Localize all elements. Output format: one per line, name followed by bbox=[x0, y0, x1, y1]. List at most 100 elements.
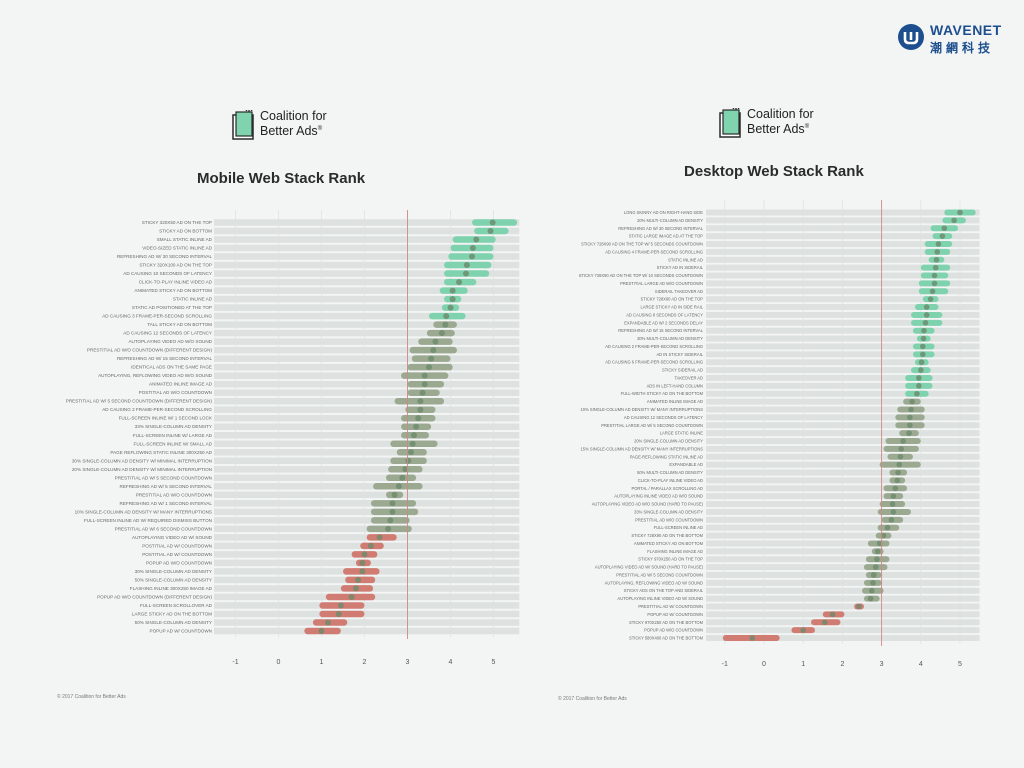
mobile-mean-dot bbox=[419, 389, 426, 396]
desktop-row-label: 33% SINGLE-COLUMN AD DENSITY bbox=[634, 509, 703, 514]
mobile-row-track bbox=[214, 432, 520, 439]
desktop-row-track bbox=[706, 603, 980, 610]
desktop-row-label: STICKY 728X90 AD ON THE TOP bbox=[641, 297, 704, 302]
mobile-row-track bbox=[214, 517, 520, 524]
desktop-row-label: AUTOPLAYING, REFLOWING VIDEO AD W/ SOUND bbox=[605, 580, 703, 585]
desktop-row-label: EXPANDABLE AD bbox=[669, 462, 703, 467]
desktop-row-label: EXPANDABLE AD W/ 2 SECONDS DELAY bbox=[624, 320, 703, 325]
mobile-x-tick-label: 4 bbox=[449, 659, 453, 666]
desktop-row-track bbox=[706, 335, 980, 342]
mobile-mean-dot bbox=[449, 287, 456, 294]
desktop-x-tick-label: 2 bbox=[840, 661, 844, 668]
brand-subtitle: 潮網科技 bbox=[930, 41, 995, 55]
mobile-row-track bbox=[214, 619, 520, 626]
desktop-row-label: PRESTITIAL AD W/O COUNTDOWN bbox=[635, 517, 703, 522]
desktop-mean-dot bbox=[856, 603, 862, 610]
desktop-row-track bbox=[706, 485, 980, 492]
mobile-row-track bbox=[214, 295, 520, 303]
mobile-row-label: TALL STICKY AD ON BOTTOM bbox=[147, 322, 212, 327]
mobile-mean-dot bbox=[348, 593, 355, 600]
mobile-row-label: POPUP AD W/O COUNTDOWN (DIFFERENT DESIGN… bbox=[97, 594, 212, 599]
desktop-row-label: STICKY 728X90 AD ON THE BOTTOM bbox=[631, 533, 703, 538]
mobile-row-label: ANIMATED INLINE IMAGE AD bbox=[149, 382, 213, 387]
mobile-row-track bbox=[214, 355, 520, 362]
desktop-row-track bbox=[706, 406, 980, 413]
logo-line-1: Coalition for bbox=[747, 107, 814, 121]
desktop-row-track bbox=[706, 241, 980, 248]
desktop-row-label: LARGE STICKY AD IN SIDE RAIL bbox=[641, 305, 704, 310]
logo-line-1: Coalition for bbox=[260, 109, 327, 123]
desktop-row-track bbox=[706, 493, 980, 500]
desktop-row-label: 10% SINGLE-COLUMN AD DENSITY W/ MANY INT… bbox=[581, 407, 704, 412]
desktop-mean-dot bbox=[872, 564, 879, 570]
mobile-row-track bbox=[214, 389, 520, 396]
desktop-row-track bbox=[706, 367, 980, 374]
mobile-mean-dot bbox=[335, 610, 342, 617]
mobile-mean-dot bbox=[355, 576, 362, 583]
mobile-mean-dot bbox=[430, 347, 437, 354]
desktop-row-track bbox=[706, 508, 980, 515]
mobile-row-label: SMALL STATIC INLINE AD bbox=[157, 237, 213, 242]
mobile-row-label: POSTITIAL AD W/ COUNTDOWN bbox=[142, 543, 212, 548]
desktop-mean-dot bbox=[919, 351, 926, 358]
mobile-row-track bbox=[214, 508, 520, 516]
desktop-row-label: PORTAL / PARALLAX SCROLLING AD bbox=[631, 486, 703, 491]
desktop-row-track bbox=[706, 477, 980, 484]
desktop-mean-dot bbox=[867, 595, 874, 602]
mobile-row-label: 50% SINGLE-COLUMN AD DENSITY bbox=[135, 620, 212, 625]
desktop-row-label: AD CAUSING 8 SECONDS OF LATENCY bbox=[626, 312, 703, 317]
desktop-row-label: 15% SINGLE-COLUMN AD DENSITY W/ MANY INT… bbox=[581, 446, 704, 451]
desktop-row-track bbox=[706, 398, 980, 405]
desktop-row-label: PAGE-REFLOWING STATIC INLINE AD bbox=[630, 454, 703, 459]
mobile-mean-dot bbox=[413, 423, 420, 430]
desktop-row-track bbox=[706, 256, 980, 263]
mobile-row-label: POSTITIAL AD W/ COUNTDOWN bbox=[142, 552, 212, 557]
mobile-row-track bbox=[214, 423, 520, 430]
mobile-row-track bbox=[214, 227, 520, 235]
mobile-row-label: AUTOPLAYING VIDEO AD W/ SOUND bbox=[132, 535, 213, 540]
mobile-row-label: 33% SINGLE-COLUMN AD DENSITY bbox=[135, 424, 212, 429]
mobile-x-tick-label: -1 bbox=[232, 659, 238, 666]
mobile-mean-dot bbox=[376, 534, 383, 541]
desktop-mean-dot bbox=[869, 587, 875, 594]
mobile-row-label: AD CAUSING 12 SECONDS OF LATENCY bbox=[123, 331, 212, 336]
desktop-row-label: 30% MULTI-COLUMN AD DENSITY bbox=[637, 336, 703, 341]
desktop-mean-dot bbox=[821, 619, 828, 626]
desktop-row-track bbox=[706, 461, 980, 468]
desktop-row-label: STATIC INLINE AD bbox=[668, 257, 703, 262]
desktop-row-label: AD IN STICKY SIDERAIL bbox=[656, 352, 703, 357]
mobile-row-track bbox=[214, 261, 520, 269]
mobile-mean-dot bbox=[352, 585, 359, 592]
mobile-row-label: PRESTITIAL AD W/ 5 SECOND COUNTDOWN (DIF… bbox=[66, 399, 213, 404]
mobile-mean-dot bbox=[407, 449, 414, 456]
mobile-mean-dot bbox=[387, 517, 394, 524]
mobile-row-label: FULL-SCREEN INLINE W/ LARGE AD bbox=[133, 433, 213, 438]
desktop-mean-dot bbox=[919, 343, 926, 350]
mobile-x-tick-label: 2 bbox=[363, 659, 367, 666]
mobile-mean-dot bbox=[443, 313, 450, 320]
desktop-row-label: REFRESHING AD W/ 30 SECOND INTERVAL bbox=[618, 226, 703, 231]
mobile-mean-dot bbox=[449, 296, 456, 303]
desktop-mean-dot bbox=[927, 296, 934, 302]
mobile-row-track bbox=[214, 363, 520, 371]
desktop-row-track bbox=[706, 311, 980, 318]
desktop-row-track bbox=[706, 225, 980, 232]
desktop-mean-dot bbox=[929, 288, 936, 295]
desktop-row-track bbox=[706, 540, 980, 547]
desktop-row-label: FULL-SCREEN INLINE AD bbox=[654, 525, 703, 530]
desktop-row-track bbox=[706, 280, 980, 287]
desktop-mean-dot bbox=[918, 367, 924, 373]
desktop-row-track bbox=[706, 516, 980, 523]
desktop-row-track bbox=[706, 343, 980, 350]
mobile-row-track bbox=[214, 466, 520, 473]
mobile-row-track bbox=[214, 236, 520, 243]
coalition-logo-text: Coalition for Better Ads® bbox=[747, 108, 814, 136]
desktop-mean-dot bbox=[870, 580, 876, 586]
mobile-row-label: POPUP AD W/ COUNTDOWN bbox=[150, 628, 212, 633]
mobile-mean-dot bbox=[463, 262, 470, 269]
mobile-row-label: PRESTITIAL AD W/ 6 SECOND COUNTDOWN bbox=[115, 526, 212, 531]
desktop-mean-dot bbox=[931, 272, 938, 279]
desktop-row-track bbox=[706, 571, 980, 578]
mobile-mean-dot bbox=[405, 457, 412, 464]
mobile-mean-dot bbox=[361, 551, 368, 558]
